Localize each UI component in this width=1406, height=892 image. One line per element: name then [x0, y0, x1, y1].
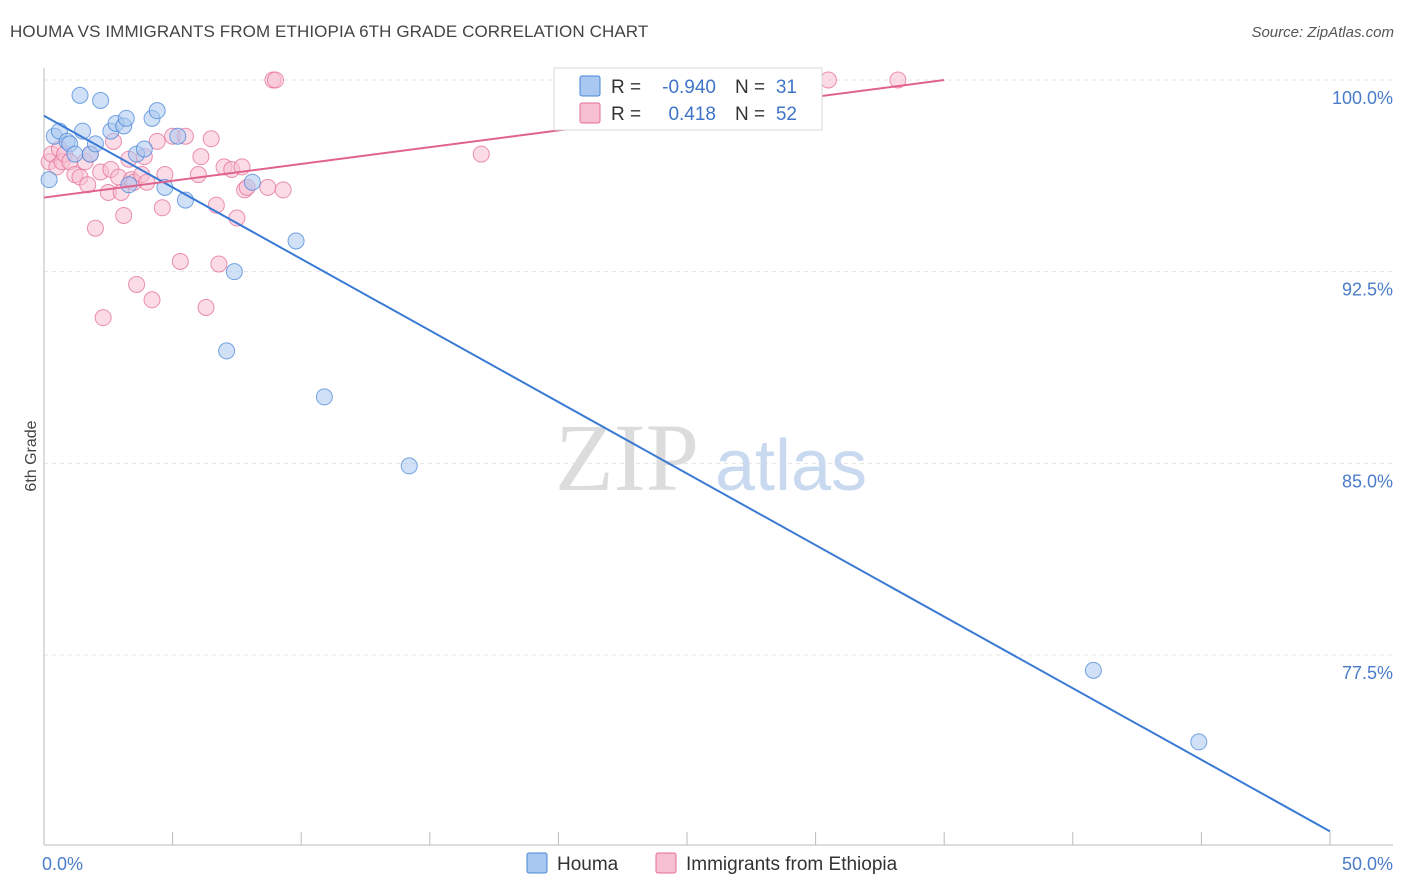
houma-point — [169, 127, 187, 145]
ethiopia-point — [115, 206, 133, 224]
legend-swatch-houma — [526, 852, 548, 874]
houma-r-label: R = — [611, 77, 641, 98]
houma-point — [315, 388, 333, 406]
houma-point — [1190, 733, 1208, 751]
y-tick-label: 92.5% — [1342, 280, 1393, 300]
x-tick-label: 50.0% — [1342, 854, 1393, 874]
ethiopia-point — [202, 130, 220, 148]
x-tick-labels: 0.0% 50.0% — [42, 854, 1393, 874]
houma-trend-line — [43, 114, 1331, 833]
y-tick-label: 100.0% — [1332, 88, 1393, 108]
houma-r-value: -0.940 — [662, 77, 716, 98]
source-credit: Source: ZipAtlas.com — [1251, 24, 1394, 41]
houma-stat-swatch — [579, 75, 601, 97]
ethiopia-stat-swatch — [579, 102, 601, 124]
ethiopia-r-label: R = — [611, 104, 641, 125]
y-axis-label: 6th Grade — [23, 420, 40, 491]
ethiopia-r-value: 0.418 — [668, 104, 716, 125]
stats-legend-box: R = -0.940 N = 31 R = 0.418 N = 52 — [553, 67, 823, 131]
ethiopia-point — [266, 71, 284, 89]
bottom-legend: Houma Immigrants from Ethiopia — [526, 852, 898, 875]
watermark-zip: ZIP — [555, 404, 699, 511]
houma-n-value: 31 — [776, 77, 797, 98]
houma-n-label: N = — [735, 77, 765, 98]
watermark-atlas: atlas — [715, 426, 867, 506]
ethiopia-point — [197, 298, 215, 316]
houma-point — [66, 145, 84, 163]
houma-point — [225, 263, 243, 281]
ethiopia-point — [128, 275, 146, 293]
houma-point — [218, 342, 236, 360]
houma-point — [135, 140, 153, 158]
houma-point — [71, 86, 89, 104]
y-tick-labels: 100.0% 92.5% 85.0% 77.5% — [1332, 88, 1393, 683]
y-tick-label: 85.0% — [1342, 471, 1393, 491]
x-tick-label: 0.0% — [42, 854, 83, 874]
ethiopia-point — [259, 178, 277, 196]
houma-point — [117, 109, 135, 127]
legend-label-houma: Houma — [557, 854, 619, 875]
ethiopia-point — [94, 309, 112, 327]
ethiopia-point — [86, 219, 104, 237]
x-ticks — [43, 832, 1331, 845]
y-tick-label: 77.5% — [1342, 663, 1393, 683]
ethiopia-point — [153, 199, 171, 217]
ethiopia-point — [189, 166, 207, 184]
houma-point — [243, 173, 261, 191]
ethiopia-point — [143, 291, 161, 309]
ethiopia-point — [148, 132, 166, 150]
ethiopia-point — [192, 148, 210, 166]
houma-point — [92, 91, 110, 109]
legend-swatch-ethiopia — [655, 852, 677, 874]
houma-point — [400, 457, 418, 475]
chart-title: HOUMA VS IMMIGRANTS FROM ETHIOPIA 6TH GR… — [10, 22, 649, 41]
ethiopia-point — [889, 71, 907, 89]
ethiopia-point — [171, 252, 189, 270]
houma-point — [40, 171, 58, 189]
houma-point — [287, 232, 305, 250]
ethiopia-n-label: N = — [735, 104, 765, 125]
ethiopia-n-value: 52 — [776, 104, 797, 125]
houma-points-front — [40, 86, 1208, 751]
watermark: ZIP atlas — [555, 404, 867, 511]
ethiopia-point — [274, 181, 292, 199]
ethiopia-point — [819, 71, 837, 89]
ethiopia-point — [210, 255, 228, 273]
legend-label-ethiopia: Immigrants from Ethiopia — [686, 854, 898, 875]
houma-point — [1084, 661, 1102, 679]
houma-point — [148, 102, 166, 120]
ethiopia-point — [472, 145, 490, 163]
